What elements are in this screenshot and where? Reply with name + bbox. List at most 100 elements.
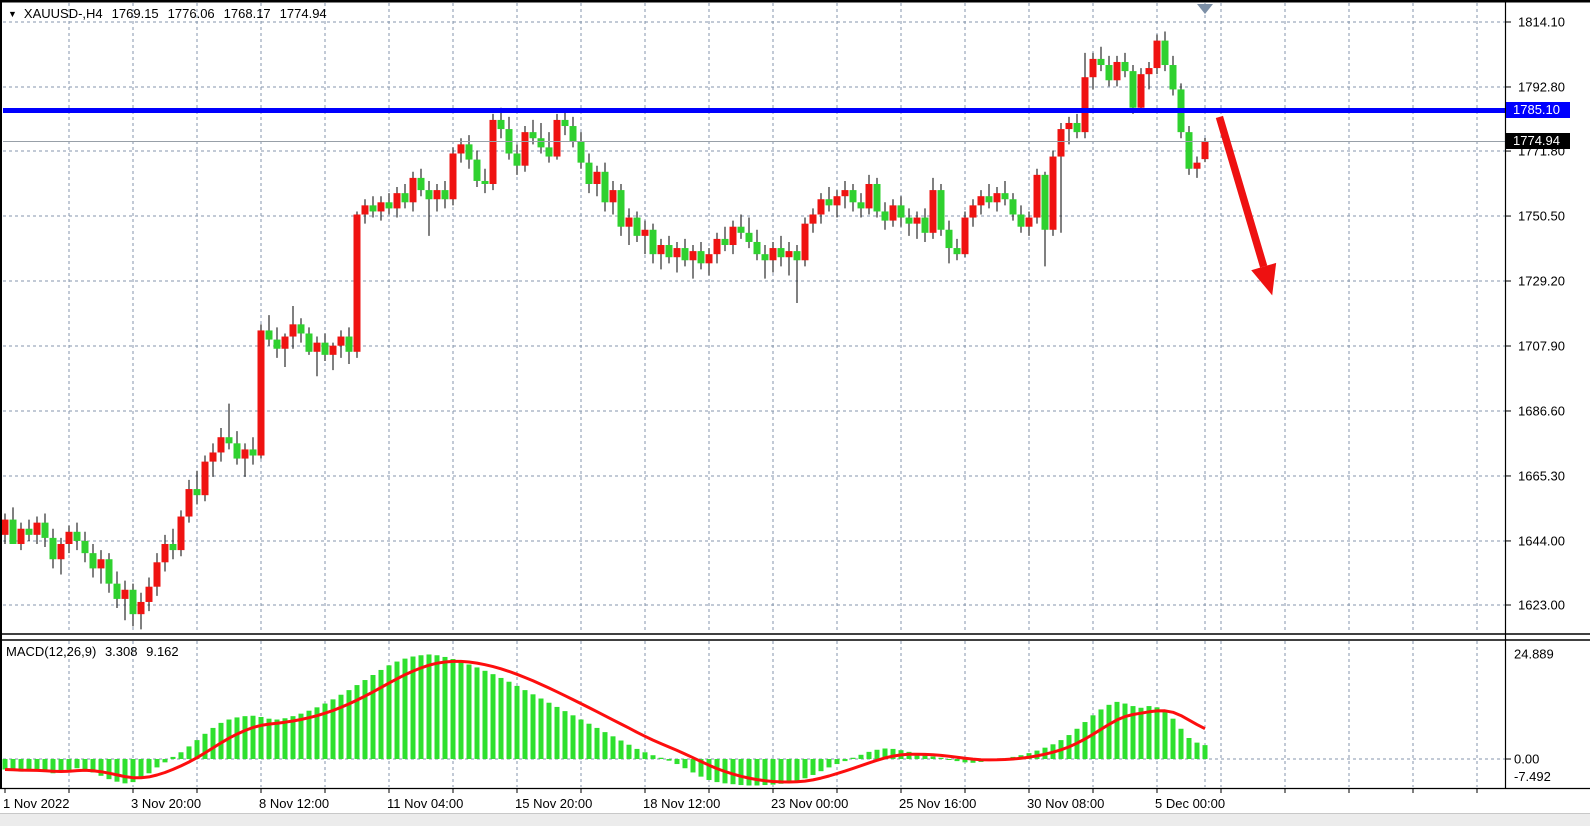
time-scale[interactable]: 1 Nov 2022 3 Nov 20:00 8 Nov 12:00 11 Nov 0… [3, 788, 1478, 811]
candle-body [257, 330, 265, 456]
candle-body [1033, 174, 1041, 218]
candle-body [665, 245, 673, 258]
macd-bar [130, 759, 136, 783]
candle-body [121, 589, 129, 599]
price-axis-label: 1623.00 [1518, 598, 1565, 613]
macd-bar [850, 757, 856, 759]
macd-bar [50, 759, 56, 774]
macd-bar [602, 732, 608, 759]
candle-body [1097, 58, 1105, 66]
macd-bar [946, 759, 952, 760]
candle-body [553, 119, 561, 157]
macd-bar [1170, 718, 1176, 759]
macd-bar [642, 752, 648, 759]
macd-bar [626, 744, 632, 759]
candle-body [249, 449, 257, 456]
candle-body [713, 238, 721, 255]
price-axis-label: 1729.20 [1518, 274, 1565, 289]
macd-bar [258, 717, 264, 759]
candle-body [753, 241, 761, 255]
candle-body [97, 559, 105, 569]
candle-body [625, 217, 633, 227]
trend-arrow-shaft[interactable] [1215, 115, 1268, 268]
candle-body [489, 119, 497, 184]
macd-bar [234, 717, 240, 759]
time-axis-label: 23 Nov 00:00 [771, 796, 848, 811]
macd-name: MACD(12,26,9) [6, 644, 97, 659]
macd-bar [610, 736, 616, 759]
candle-body [105, 559, 113, 584]
candle-body [513, 153, 521, 166]
candle-body [361, 205, 369, 215]
time-axis-label: 15 Nov 20:00 [515, 796, 592, 811]
candle-body [337, 336, 345, 346]
candle-body [1025, 217, 1033, 227]
price-axis-label: 1644.00 [1518, 533, 1565, 548]
candle-body [841, 190, 849, 197]
macd-bar [938, 757, 944, 759]
candle-body [673, 248, 681, 258]
macd-signal-value: 9.162 [146, 644, 179, 659]
macd-bar [346, 690, 352, 759]
candle-body [793, 251, 801, 261]
trend-arrow-head[interactable] [1251, 262, 1277, 296]
macd-bar [1114, 701, 1120, 759]
macd-bar [362, 680, 368, 759]
macd-bar [858, 754, 864, 759]
candle-body [913, 217, 921, 224]
price-scale[interactable]: 1814.101792.801771.801750.501729.201707.… [1505, 15, 1565, 785]
macd-bar [2, 759, 8, 770]
macd-bar [98, 759, 104, 776]
macd-main-value: 3.308 [104, 644, 138, 659]
candle-body [1105, 65, 1113, 81]
candle-body [953, 248, 961, 255]
candle-body [993, 193, 1001, 203]
macd-bar [514, 685, 520, 759]
price-axis-label: 1665.30 [1518, 468, 1565, 483]
candle-body [17, 528, 25, 544]
candle-body [417, 177, 425, 191]
window-left-border [0, 0, 2, 788]
macd-bar [778, 759, 784, 784]
macd-bar [314, 707, 320, 759]
candle-body [137, 601, 145, 615]
candle-body [33, 522, 41, 535]
macd-bar [578, 719, 584, 759]
macd-bar [450, 659, 456, 759]
macd-bar [554, 706, 560, 759]
macd-bar [586, 723, 592, 759]
candle-body [657, 245, 665, 255]
macd-bar [674, 759, 680, 765]
candle-body [89, 553, 97, 569]
macd-bar [138, 759, 144, 779]
macd-bar [1090, 715, 1096, 759]
macd-bar [1154, 707, 1160, 759]
candle-body [457, 144, 465, 154]
macd-bar [770, 759, 776, 785]
candle-body [169, 543, 177, 551]
candle-body [521, 132, 529, 166]
macd-bar [354, 685, 360, 759]
candle-body [985, 196, 993, 203]
macd-bar [786, 759, 792, 783]
macd-bar [890, 748, 896, 759]
macd-bar [714, 759, 720, 783]
macd-bar [634, 748, 640, 759]
candle-body [497, 119, 505, 130]
candle-body [241, 449, 249, 459]
macd-bar [378, 669, 384, 759]
candle-body [1201, 141, 1209, 160]
candle-body [641, 229, 649, 236]
macd-bar [218, 722, 224, 759]
candle-body [209, 452, 217, 462]
macd-bar [954, 759, 960, 762]
candle-body [529, 132, 537, 139]
macd-bar [682, 759, 688, 769]
candle-body [153, 562, 161, 587]
expander-icon[interactable]: ▼ [8, 8, 17, 19]
macd-bar [802, 759, 808, 779]
candle-body [593, 171, 601, 184]
time-axis-label: 18 Nov 12:00 [643, 796, 720, 811]
candle-body [193, 489, 201, 496]
